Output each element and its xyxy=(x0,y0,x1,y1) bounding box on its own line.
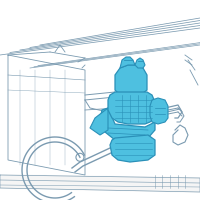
Polygon shape xyxy=(110,135,155,162)
Polygon shape xyxy=(120,57,135,68)
Polygon shape xyxy=(135,58,145,68)
Polygon shape xyxy=(115,65,147,95)
Polygon shape xyxy=(90,108,108,135)
Polygon shape xyxy=(100,108,155,142)
Polygon shape xyxy=(0,175,200,192)
Polygon shape xyxy=(108,92,155,124)
Polygon shape xyxy=(150,98,168,124)
